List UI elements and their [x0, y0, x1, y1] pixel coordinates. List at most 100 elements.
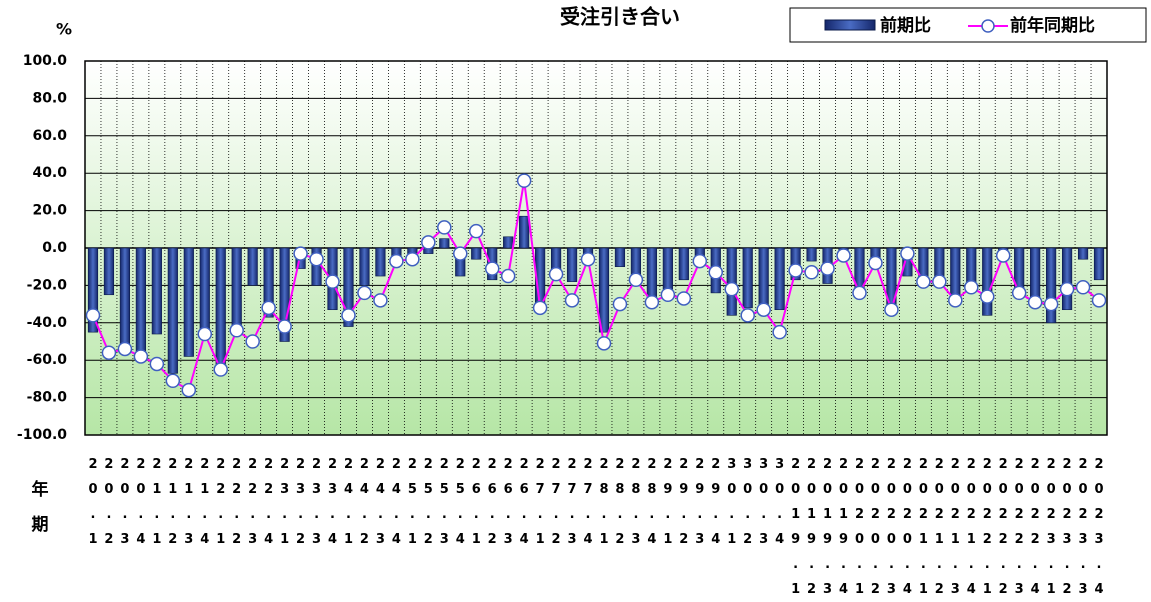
y-tick-label: 20.0 [32, 203, 67, 219]
x-tick-label: 2019.3 [820, 457, 835, 598]
x-tick-label: 2022.2 [996, 457, 1011, 598]
x-tick-label: 2019.2 [804, 457, 819, 598]
x-tick-label: 23.4 [325, 457, 340, 557]
line-marker [133, 349, 149, 364]
line-marker [788, 263, 803, 278]
line-marker [820, 261, 835, 276]
x-tick-label: 20.4 [133, 457, 148, 557]
bar [263, 247, 274, 318]
line-marker [580, 251, 596, 267]
x-tick-label: 27.1 [533, 457, 548, 557]
line-marker [421, 235, 436, 250]
line-marker [1091, 293, 1107, 308]
y-axis-unit: % [56, 20, 72, 39]
bar [359, 247, 370, 286]
x-tick-label: 2020.4 [900, 457, 915, 598]
line-marker [676, 291, 692, 306]
bar [151, 247, 162, 335]
x-tick-label: 25.4 [453, 457, 468, 557]
bar [1093, 247, 1105, 281]
y-tick-label: 0.0 [42, 240, 67, 256]
line-marker [900, 246, 915, 261]
x-tick-label: 26.2 [485, 457, 500, 557]
bar [774, 247, 785, 311]
line [92, 180, 1100, 392]
line-marker [373, 293, 388, 308]
x-tick-label: 25.3 [437, 457, 452, 557]
y-tick-label: -80.0 [27, 390, 68, 406]
line-marker [932, 274, 947, 289]
bar [566, 247, 578, 282]
line-marker [117, 341, 133, 357]
x-tick-label: 22.2 [229, 457, 244, 557]
x-tick-label: 21.1 [149, 457, 164, 557]
y-tick-label: -20.0 [27, 277, 68, 293]
line-marker [484, 261, 500, 276]
y-tick-label: -40.0 [27, 315, 68, 331]
x-tick-label: 2022.3 [1012, 457, 1027, 598]
line-marker [836, 248, 851, 263]
x-tick-label: 2022.4 [1028, 457, 1043, 598]
x-tick-label: 22.1 [213, 457, 228, 557]
x-tick-label: 30.1 [724, 457, 739, 557]
row-label: 年 [32, 479, 49, 500]
x-tick-label: 29.2 [676, 457, 691, 557]
x-tick-label: 21.4 [197, 457, 212, 557]
line-marker [500, 268, 516, 284]
line-marker [979, 289, 995, 304]
line-marker [389, 253, 404, 269]
x-tick-label: 24.2 [357, 457, 372, 557]
line-marker [1027, 294, 1043, 310]
x-tick-label: 2021.2 [932, 457, 947, 598]
x-tick-label: 2023.1 [1044, 457, 1059, 598]
y-tick-label: -100.0 [17, 427, 67, 443]
line-marker [1043, 296, 1059, 312]
y-tick-label: 100.0 [23, 53, 68, 69]
bar [87, 247, 99, 333]
line-marker [277, 319, 292, 334]
bar [103, 247, 115, 296]
line-marker [468, 223, 484, 239]
bar [231, 247, 242, 331]
x-tick-label: 27.3 [565, 457, 580, 557]
line-marker [101, 345, 117, 360]
line-marker [740, 308, 755, 323]
bar [343, 247, 354, 327]
line-marker [692, 253, 708, 269]
y-tick-label: 60.0 [32, 128, 67, 144]
line-marker [341, 308, 356, 323]
x-tick-label: 2020.2 [868, 457, 883, 598]
x-tick-label: 2023.4 [1092, 457, 1107, 598]
x-tick-label: 25.1 [405, 457, 420, 557]
line-marker [772, 324, 787, 340]
line-marker [245, 334, 260, 349]
bar [279, 247, 290, 342]
x-tick-label: 23.2 [293, 457, 308, 557]
bar [1061, 247, 1073, 311]
x-tick-label: 23.1 [277, 457, 292, 557]
y-tick-label: 40.0 [32, 165, 67, 181]
line-marker [453, 246, 468, 261]
x-tick-label: 22.4 [261, 457, 276, 557]
line-marker [884, 302, 899, 317]
x-tick-label: 2023.2 [1060, 457, 1075, 598]
x-tick-label: 2022.1 [980, 457, 995, 598]
bar [519, 215, 530, 249]
bar [758, 247, 769, 309]
line-marker [1059, 281, 1075, 297]
bar [119, 247, 131, 352]
line-marker [165, 373, 181, 389]
line-marker [85, 308, 101, 323]
line-marker [532, 300, 548, 316]
bar [375, 247, 386, 277]
line-marker [309, 251, 324, 267]
line-marker [516, 173, 532, 188]
y-tick-label: -60.0 [27, 352, 68, 368]
line-marker [357, 285, 372, 301]
line-marker [756, 302, 771, 317]
x-tick-label: 21.2 [165, 457, 180, 557]
bar [806, 247, 817, 262]
bar [1030, 247, 1041, 301]
x-tick-label: 28.3 [628, 457, 643, 557]
